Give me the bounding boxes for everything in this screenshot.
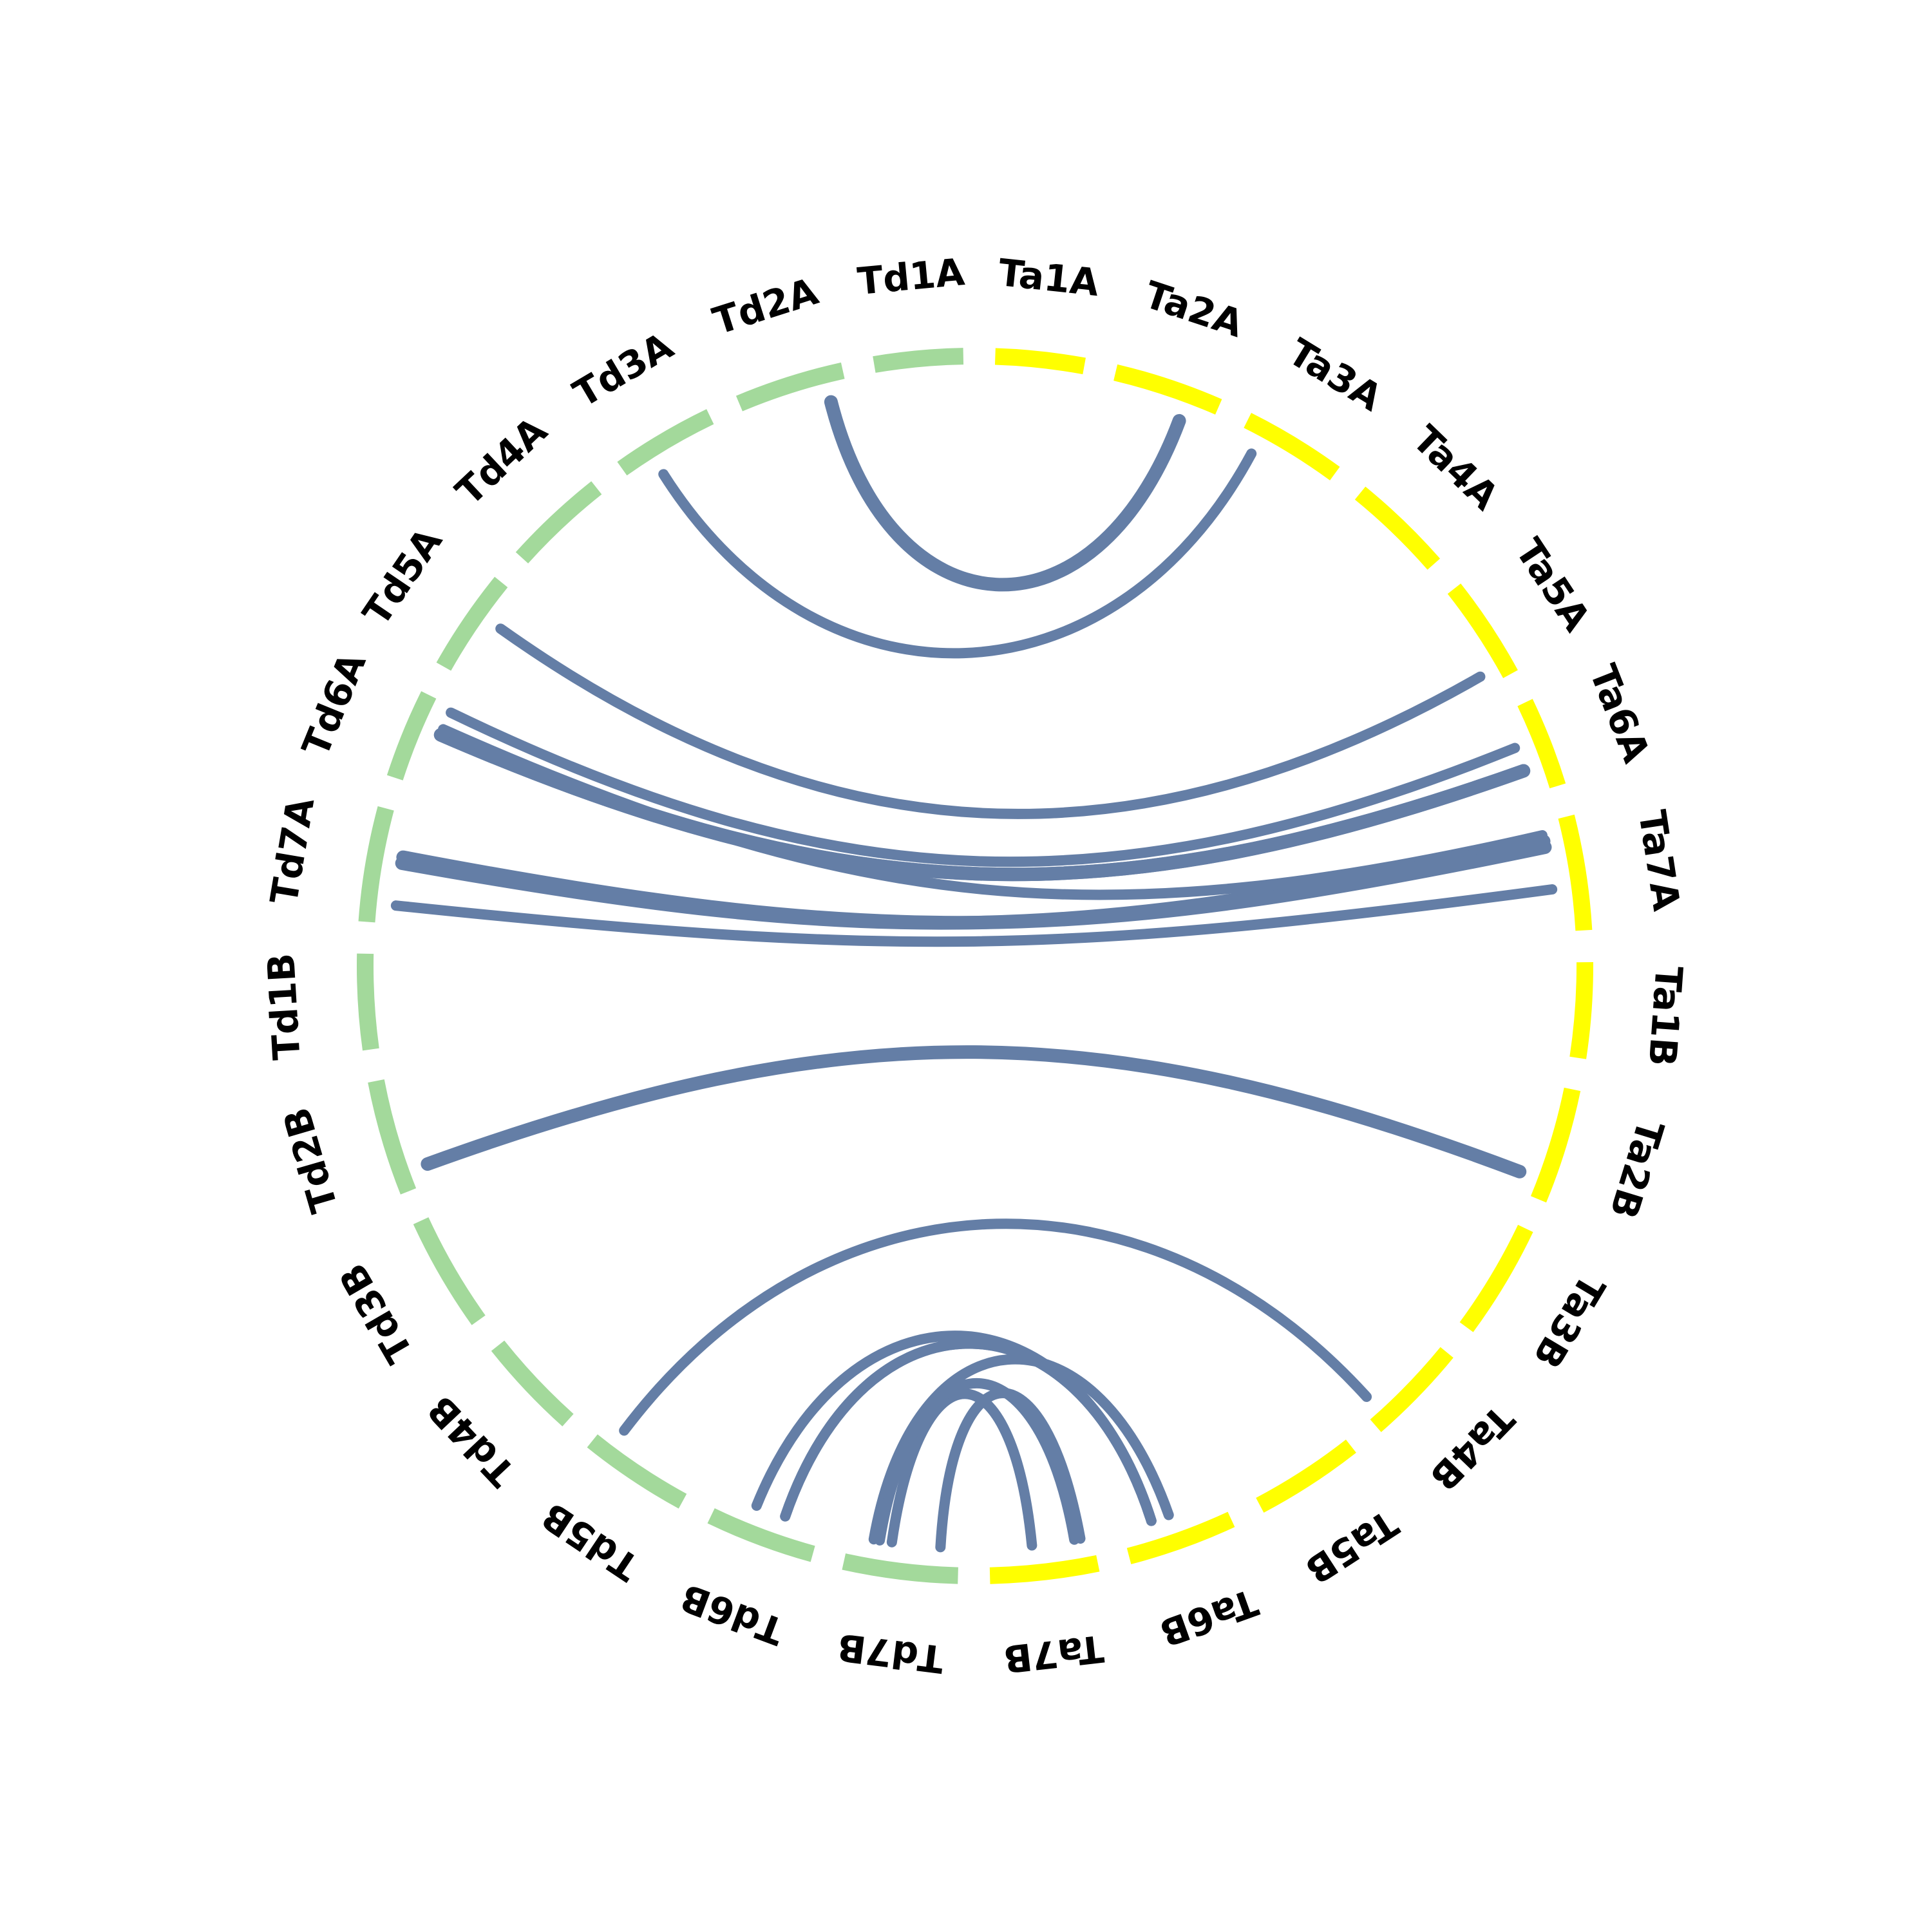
sector-label-Td6A: Td6A bbox=[294, 647, 375, 762]
sector-arc-Ta7A bbox=[1558, 814, 1593, 931]
link-Td7B-Ta7B-16 bbox=[886, 1388, 1037, 1551]
sector-label-Td3B: Td3B bbox=[330, 1256, 422, 1370]
sector-label-Ta3B: Ta3B bbox=[1524, 1267, 1613, 1376]
sector-arc-Ta1A bbox=[994, 348, 1086, 375]
sector-arc-Td5A bbox=[436, 576, 508, 671]
sector-arc-Ta4B bbox=[1370, 1347, 1454, 1432]
sector-label-Ta3A: Ta3A bbox=[1281, 330, 1390, 420]
sector-label-Ta1B: Ta1B bbox=[1640, 965, 1691, 1068]
sector-arc-Ta1B bbox=[1569, 962, 1593, 1059]
sector-arc-Ta5A bbox=[1447, 583, 1518, 678]
sector-label-Ta6A: Ta6A bbox=[1581, 659, 1658, 769]
sector-label-Td5A: Td5A bbox=[354, 520, 451, 634]
link-Td2B-Ta2B-10 bbox=[421, 1045, 1527, 1179]
sector-arc-Ta6A bbox=[1517, 699, 1566, 789]
sector-label-Ta7A: Ta7A bbox=[1630, 808, 1689, 914]
sector-label-Ta6B: Ta6B bbox=[1154, 1580, 1264, 1656]
sector-label-Td4B: Td4B bbox=[419, 1387, 524, 1495]
sector-arcs bbox=[357, 348, 1593, 1584]
sector-arc-Td4A bbox=[515, 481, 602, 564]
sector-label-Td5B: Td5B bbox=[534, 1493, 647, 1589]
sector-arc-Ta4A bbox=[1354, 486, 1441, 570]
sector-arc-Td6B bbox=[707, 1508, 815, 1562]
sector-label-Ta1A: Ta1A bbox=[996, 251, 1101, 305]
link-Td6A-Ta7A-5 bbox=[438, 724, 1548, 900]
sector-arc-Ta2B bbox=[1530, 1087, 1581, 1203]
sector-arc-Ta2A bbox=[1113, 364, 1222, 415]
link-Td5B-Ta4B-11 bbox=[619, 1218, 1372, 1436]
sector-arc-Td1A bbox=[873, 348, 964, 373]
sector-arc-Td3A bbox=[617, 409, 714, 476]
sector-arc-Ta3B bbox=[1459, 1224, 1533, 1332]
sector-label-Ta7B: Ta7B bbox=[1001, 1626, 1106, 1681]
sector-arc-Ta3A bbox=[1244, 413, 1340, 480]
sector-arc-Td6A bbox=[386, 691, 437, 781]
sector-label-Ta4B: Ta4B bbox=[1421, 1397, 1522, 1499]
sector-arc-Td7A bbox=[358, 806, 394, 923]
sector-arc-Td2B bbox=[368, 1079, 417, 1195]
link-Td2A-Ta2A-0 bbox=[824, 395, 1186, 592]
sector-label-Td7A: Td7A bbox=[262, 795, 323, 907]
link-Td6A-Ta6A-6 bbox=[446, 707, 1520, 867]
sector-label-Ta2B: Ta2B bbox=[1601, 1115, 1672, 1224]
sector-arc-Td5B bbox=[587, 1434, 687, 1509]
sector-arc-Td1B bbox=[357, 953, 379, 1051]
sector-arc-Ta7B bbox=[989, 1555, 1100, 1584]
link-Td6B-Ta6B-14 bbox=[751, 1331, 1157, 1526]
sector-label-Td7B: Td7B bbox=[835, 1625, 946, 1681]
link-Td7A-Ta7A-7 bbox=[390, 884, 1558, 947]
sector-label-Ta4A: Ta4A bbox=[1404, 417, 1507, 519]
sector-label-Td1B: Td1B bbox=[259, 952, 309, 1061]
link-Td7B-Ta7B-18 bbox=[875, 1378, 1080, 1546]
sector-label-Td2B: Td2B bbox=[274, 1103, 346, 1217]
sector-label-Td2A: Td2A bbox=[708, 269, 823, 343]
sector-label-Td4A: Td4A bbox=[448, 408, 556, 513]
links bbox=[390, 395, 1558, 1553]
sector-label-Ta2A: Ta2A bbox=[1139, 272, 1249, 346]
sector-arc-Td7B bbox=[842, 1553, 958, 1584]
sector-arc-Td4B bbox=[491, 1340, 574, 1426]
sector-arc-Ta6B bbox=[1126, 1511, 1235, 1564]
link-Td7A-Ta7A-9 bbox=[396, 840, 1552, 930]
sector-label-Ta5B: Ta5B bbox=[1298, 1501, 1406, 1593]
sector-arc-Ta5B bbox=[1256, 1439, 1356, 1513]
link-Td3A-Ta3A-1 bbox=[658, 448, 1257, 659]
sector-label-Td3A: Td3A bbox=[566, 324, 681, 416]
sector-arc-Td2A bbox=[735, 362, 845, 412]
link-Td5A-Ta5A-2 bbox=[495, 623, 1486, 819]
sector-arc-Td3B bbox=[413, 1217, 486, 1325]
sector-label-Ta5A: Ta5A bbox=[1507, 531, 1599, 639]
sector-label-Td6B: Td6B bbox=[674, 1575, 790, 1654]
sector-label-Td1A: Td1A bbox=[856, 250, 967, 303]
